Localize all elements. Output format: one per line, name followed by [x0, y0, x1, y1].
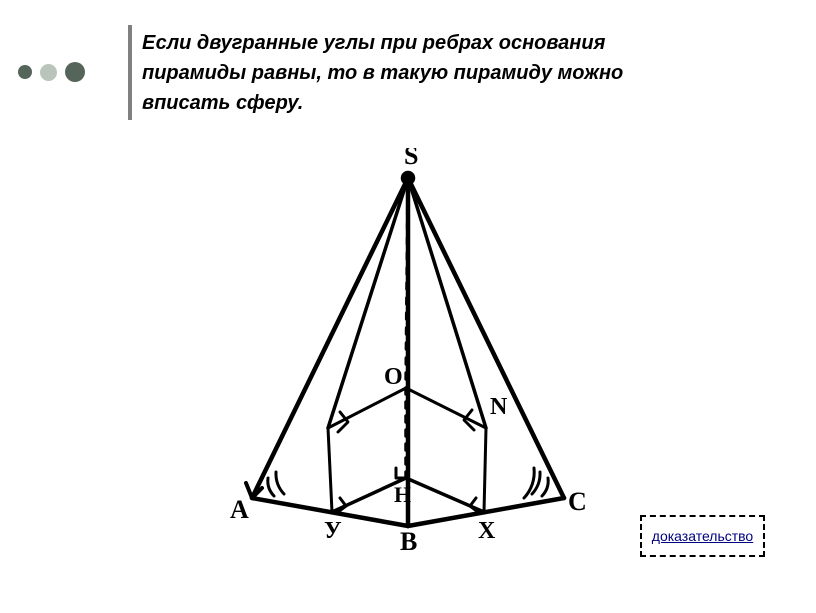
label-H: H — [394, 482, 411, 507]
theorem-text: Если двугранные углы при ребрах основани… — [142, 28, 702, 118]
bullet-2 — [40, 64, 57, 81]
label-C: C — [568, 487, 587, 516]
label-S: S — [404, 148, 418, 170]
proof-button-label: доказательство — [652, 528, 753, 544]
pyramid-diagram: S A B C O N H У X — [228, 148, 588, 558]
vertical-separator — [128, 25, 132, 120]
slide-bullets — [18, 62, 85, 82]
bullet-3 — [65, 62, 85, 82]
label-O: O — [384, 364, 403, 390]
label-X: X — [478, 518, 496, 544]
label-B: B — [400, 527, 417, 556]
label-N: N — [490, 394, 508, 420]
bullet-1 — [18, 65, 32, 79]
label-A: A — [230, 495, 249, 524]
proof-button[interactable]: доказательство — [640, 515, 765, 557]
label-Y: У — [324, 518, 342, 544]
